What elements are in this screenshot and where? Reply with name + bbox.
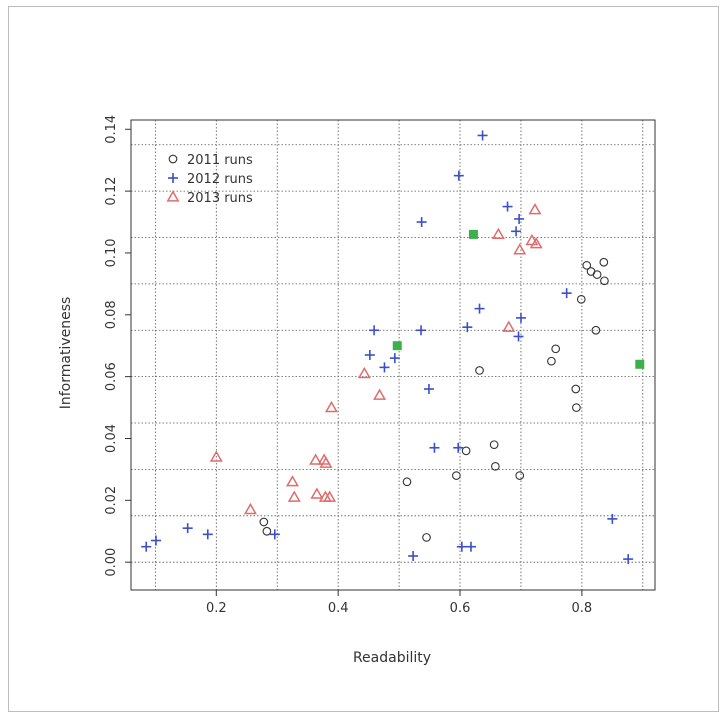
point-2012: [416, 325, 427, 336]
figure-frame: [8, 6, 719, 712]
point-2013: [323, 490, 337, 502]
point-2013: [529, 236, 543, 249]
point-2011: [547, 356, 556, 366]
point-2011: [452, 471, 461, 480]
point-2013: [513, 243, 527, 255]
y-tick-label: 0.06: [104, 362, 119, 391]
point-2013: [502, 320, 516, 332]
point-2013: [287, 490, 301, 502]
point-2012: [423, 384, 434, 395]
point-2012: [514, 213, 525, 224]
x-tick-label: 0.2: [206, 601, 227, 616]
point-2011: [600, 276, 609, 286]
point-2012: [150, 535, 161, 546]
x-tick-label: 0.6: [450, 601, 471, 616]
point-2011: [491, 461, 500, 471]
point-2011: [475, 366, 484, 375]
legend-label: 2011 runs: [187, 153, 253, 168]
plot-area: [130, 119, 656, 591]
point-2013: [309, 453, 323, 465]
x-axis-title: Readability: [353, 650, 431, 666]
point-2011: [262, 526, 272, 536]
point-2012: [379, 362, 390, 373]
point-2011: [489, 440, 499, 450]
point-2012: [502, 201, 513, 212]
data-points: [141, 130, 645, 565]
highlighted-point: [635, 359, 645, 369]
point-2012: [182, 523, 193, 534]
y-tick-label: 0.14: [104, 115, 119, 144]
point-2012: [429, 442, 440, 453]
y-tick-label: 0.02: [104, 486, 119, 515]
point-2013: [243, 502, 257, 515]
legend-label: 2012 runs: [187, 172, 253, 187]
y-axis-title: Informativeness: [58, 297, 74, 410]
point-2011: [571, 384, 581, 394]
legend-marker: [168, 154, 178, 164]
point-2011: [599, 257, 609, 267]
point-2012: [369, 325, 380, 336]
point-2013: [324, 400, 338, 413]
highlighted-point: [392, 341, 402, 351]
point-2012: [453, 170, 464, 181]
legend-marker: [168, 173, 178, 183]
point-2011: [461, 446, 471, 456]
point-2013: [285, 475, 299, 487]
point-2011: [515, 471, 525, 480]
point-2013: [373, 388, 387, 400]
point-2012: [623, 554, 634, 565]
y-tick-label: 0.12: [104, 177, 119, 206]
point-2012: [511, 226, 522, 237]
y-tick-label: 0.04: [104, 424, 119, 453]
point-2012: [465, 541, 476, 552]
point-2012: [607, 513, 618, 524]
point-2012: [515, 312, 526, 323]
point-2012: [269, 529, 280, 540]
point-2011: [576, 294, 586, 304]
point-2012: [202, 529, 213, 540]
point-2012: [513, 331, 524, 342]
point-2011: [551, 344, 561, 354]
point-2012: [453, 442, 464, 453]
point-2012: [408, 550, 419, 561]
point-2013: [209, 450, 223, 462]
highlighted-point: [468, 229, 478, 239]
y-tick-label: 0.00: [104, 548, 119, 577]
point-2011: [572, 403, 581, 412]
point-2011: [402, 477, 412, 487]
y-tick-label: 0.10: [104, 238, 119, 267]
x-tick-label: 0.8: [572, 601, 593, 616]
point-2011: [259, 517, 269, 527]
point-2013: [357, 366, 371, 379]
point-2011: [582, 260, 592, 270]
point-2013: [310, 487, 324, 499]
point-2012: [477, 130, 488, 141]
x-tick-label: 0.4: [328, 601, 349, 616]
legend-marker: [166, 190, 180, 202]
point-2012: [456, 541, 467, 552]
legend-label: 2013 runs: [187, 191, 253, 206]
point-2011: [422, 533, 431, 542]
grid: [131, 120, 655, 590]
point-2013: [491, 227, 505, 240]
point-2012: [141, 541, 152, 552]
legend: 2011 runs 2012 runs 2013 runs: [166, 153, 253, 206]
point-2012: [474, 303, 485, 314]
y-tick-label: 0.08: [104, 300, 119, 329]
point-2013: [528, 202, 542, 215]
point-2011: [591, 325, 601, 335]
point-2012: [561, 288, 572, 299]
point-2012: [416, 217, 427, 228]
point-2012: [364, 350, 375, 360]
point-2012: [389, 353, 400, 364]
axes: 0.2 0.4 0.6 0.8 0.00 0.02 0.04 0.06 0.08 0.10 0.12…: [104, 115, 592, 616]
point-2013: [319, 456, 333, 468]
point-2012: [462, 322, 473, 333]
point-2011: [592, 270, 602, 279]
